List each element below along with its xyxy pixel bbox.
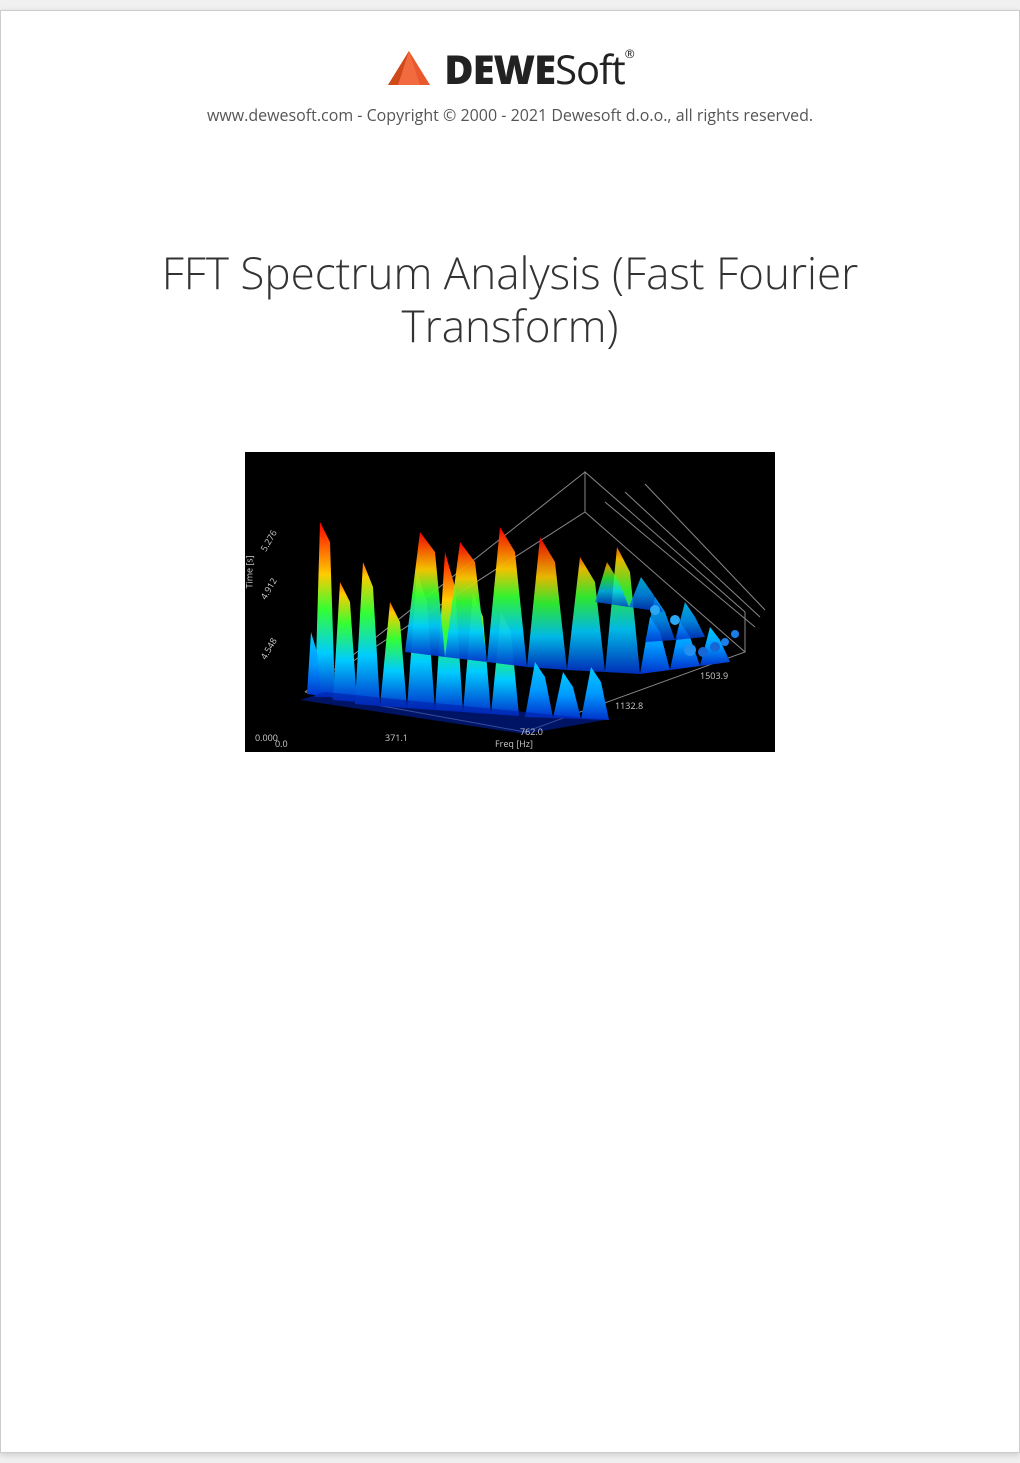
x-tick-4: 1503.9 xyxy=(700,669,728,682)
brand-reg: ® xyxy=(625,45,634,62)
fft-3d-chart: Time [s] 5.276 4.912 4.548 0.000 0.0 371… xyxy=(245,452,775,752)
x-axis-title: Freq [Hz] xyxy=(495,737,533,750)
brand-name: DEWESoft® xyxy=(444,41,634,96)
brand-bold: DEWE xyxy=(444,41,555,96)
x-tick-1: 371.1 xyxy=(385,731,408,744)
brand-light: Soft xyxy=(555,41,625,96)
document-page: DEWESoft® www.dewesoft.com - Copyright ©… xyxy=(0,10,1020,1453)
document-title: FFT Spectrum Analysis (Fast Fourier Tran… xyxy=(80,246,940,352)
y-axis-title: Time [s] xyxy=(245,555,256,588)
logo-row: DEWESoft® xyxy=(386,41,634,96)
copyright-line: www.dewesoft.com - Copyright © 2000 - 20… xyxy=(207,104,813,126)
dewesoft-logo-icon xyxy=(386,49,432,89)
fft-surface-svg xyxy=(245,452,775,752)
x-tick-0: 0.0 xyxy=(275,737,288,750)
x-tick-3: 1132.8 xyxy=(615,699,643,712)
